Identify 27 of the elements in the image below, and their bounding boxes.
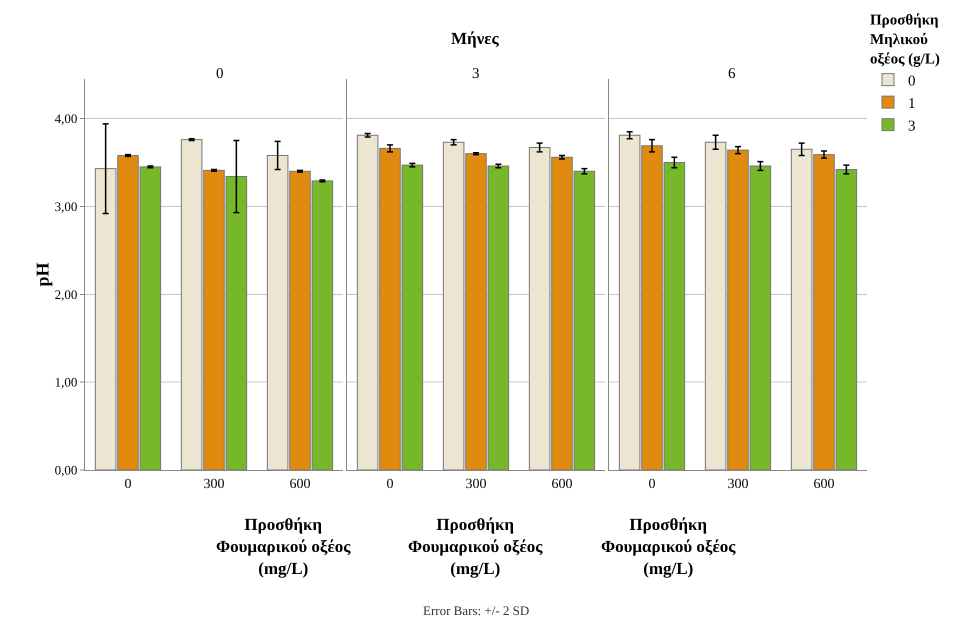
- y-axis-title: pH: [32, 262, 52, 287]
- text: Error Bars: +/- 2 SD: [423, 603, 530, 618]
- x-tick-label: 0: [386, 476, 394, 492]
- chart-subtitle: 6: [728, 66, 736, 82]
- y-tick-label: 3,00: [54, 198, 78, 214]
- x-axis-title: Προσθήκη Φουμαρικού οξέος (mg/L): [408, 515, 544, 578]
- x-axis-title: Προσθήκη Φουμαρικού οξέος (mg/L): [216, 515, 352, 578]
- x-tick-label: 600: [552, 476, 572, 492]
- chart-subtitle: 0: [216, 66, 224, 82]
- legend-label: 0: [908, 74, 916, 90]
- x-tick-label: 300: [204, 476, 224, 492]
- y-tick-label: 4,00: [54, 111, 78, 126]
- x-tick-label: 600: [814, 476, 834, 492]
- y-tick-label: 0,00: [54, 462, 78, 478]
- y-tick-label: 2,00: [54, 286, 78, 302]
- x-tick-label: 0: [648, 476, 656, 492]
- x-tick-label: 300: [728, 476, 748, 492]
- legend-label: 3: [908, 118, 916, 135]
- chart-subtitle: 3: [472, 66, 480, 82]
- legend-title: Προσθήκη Μηλικού οξέος (g/L): [870, 12, 940, 68]
- y-tick-label: 1,00: [54, 374, 78, 390]
- legend-label: 1: [908, 96, 916, 112]
- x-axis-title: Προσθήκη Φουμαρικού οξέος (mg/L): [601, 515, 736, 578]
- x-tick-label: 600: [290, 476, 310, 492]
- chart-title: Μήνες: [451, 29, 500, 48]
- x-tick-label: 300: [466, 476, 486, 492]
- x-tick-label: 0: [124, 476, 132, 492]
